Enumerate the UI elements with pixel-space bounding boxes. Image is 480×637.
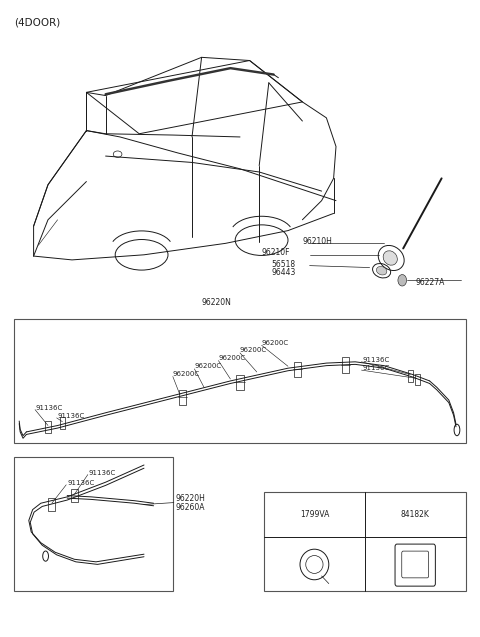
Polygon shape (342, 357, 349, 373)
Text: 96200C: 96200C (240, 347, 267, 354)
Text: 91136C: 91136C (362, 365, 390, 371)
Text: 96443: 96443 (271, 268, 296, 277)
Polygon shape (179, 390, 186, 405)
Polygon shape (415, 374, 420, 385)
Text: 96200C: 96200C (194, 363, 222, 369)
Ellipse shape (383, 251, 397, 265)
Polygon shape (294, 362, 301, 377)
Text: 91136C: 91136C (58, 413, 85, 419)
Polygon shape (408, 370, 413, 382)
Text: 96220H: 96220H (175, 494, 205, 503)
Text: (4DOOR): (4DOOR) (14, 17, 60, 27)
Text: 91136C: 91136C (89, 469, 116, 476)
Text: 96200C: 96200C (218, 355, 246, 361)
Text: 96210F: 96210F (262, 248, 290, 257)
Bar (14, 318, 466, 443)
Text: 91136C: 91136C (36, 404, 63, 411)
Text: 96260A: 96260A (175, 503, 204, 512)
Polygon shape (48, 498, 55, 511)
Bar (14, 457, 173, 591)
Text: 96200C: 96200C (173, 371, 200, 377)
Text: 96210H: 96210H (302, 237, 332, 246)
Text: 1799VA: 1799VA (300, 510, 329, 519)
Text: 84182K: 84182K (401, 510, 430, 519)
Text: 91136C: 91136C (67, 480, 95, 486)
Polygon shape (60, 417, 65, 429)
Text: 56518: 56518 (271, 260, 295, 269)
Text: 96227A: 96227A (416, 278, 445, 287)
Polygon shape (71, 489, 78, 502)
Bar (264, 492, 466, 591)
Polygon shape (45, 421, 51, 433)
Polygon shape (236, 375, 244, 390)
Circle shape (398, 275, 407, 286)
Text: 96200C: 96200C (262, 340, 289, 346)
Text: 96220N: 96220N (202, 298, 231, 307)
Text: 91136C: 91136C (362, 357, 390, 363)
Ellipse shape (376, 266, 387, 275)
